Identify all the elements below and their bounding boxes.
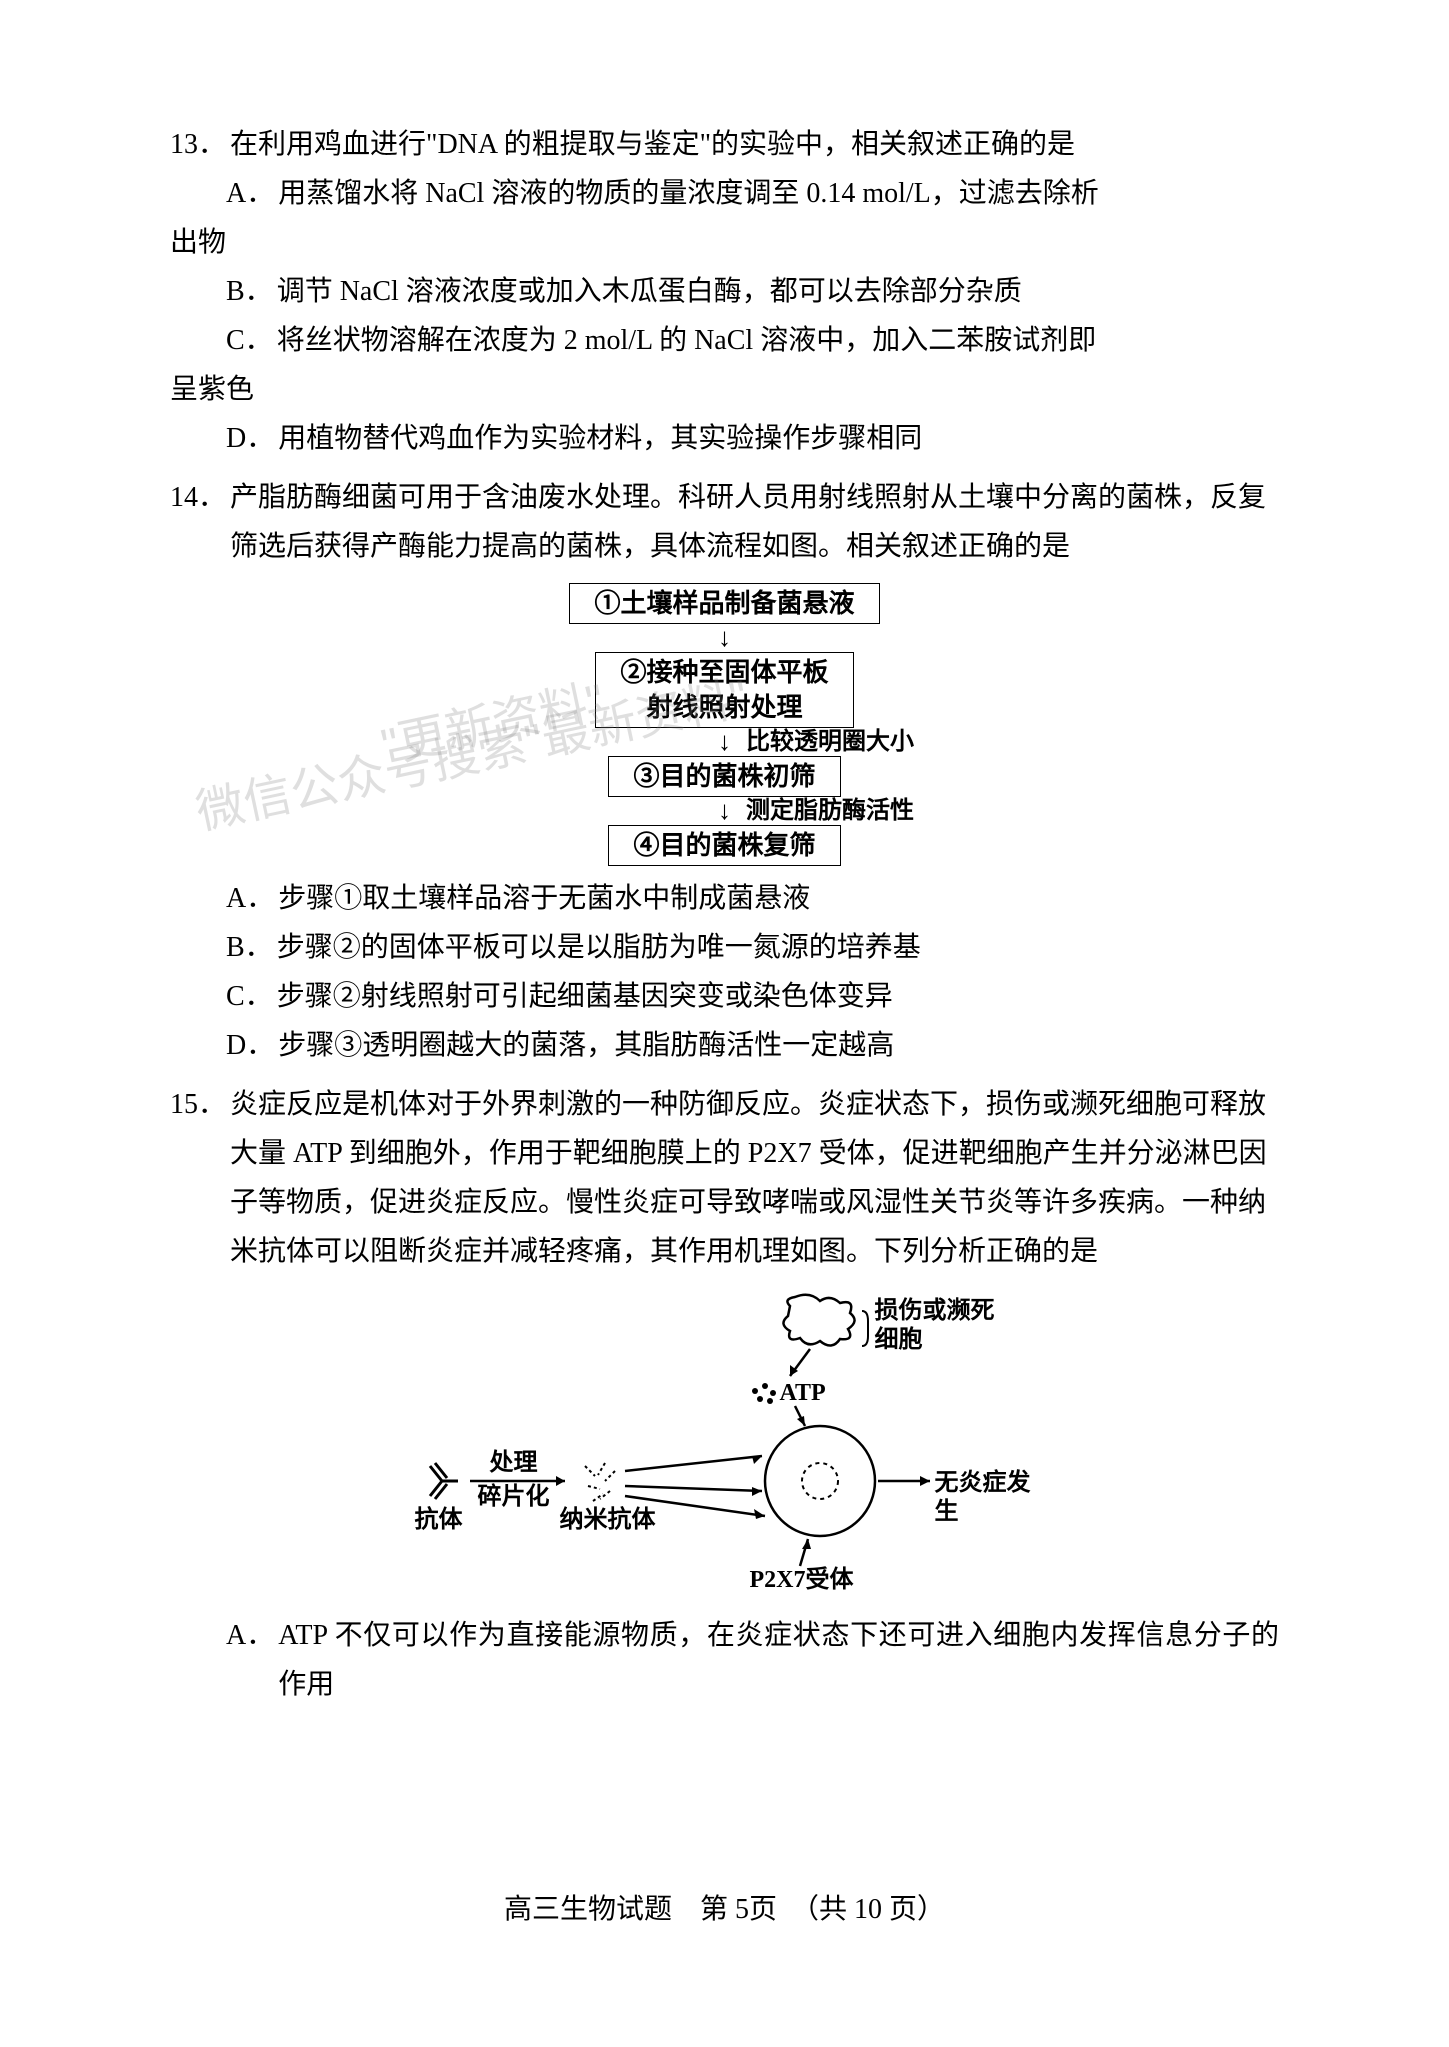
q14-stem-text: 产脂肪酶细菌可用于含油废水处理。科研人员用射线照射从土壤中分离的菌株，反复筛选后… bbox=[230, 473, 1279, 571]
arrow-down-icon: ↓ bbox=[718, 625, 731, 651]
flow-arrow-1: ↓ bbox=[718, 624, 731, 652]
q13-option-a: A． 用蒸馏水将 NaCl 溶液的物质的量浓度调至 0.14 mol/L，过滤去… bbox=[170, 169, 1279, 218]
q15-stem-text: 炎症反应是机体对于外界刺激的一种防御反应。炎症状态下，损伤或濒死细胞可释放大量 … bbox=[230, 1080, 1279, 1276]
question-14: 14． 产脂肪酶细菌可用于含油废水处理。科研人员用射线照射从土壤中分离的菌株，反… bbox=[170, 473, 1279, 1070]
diagram-receptor-label: P2X7受体 bbox=[750, 1566, 854, 1595]
diagram-result-label: 无炎症发生 bbox=[935, 1469, 1050, 1527]
flow-box-2-line1: ②接种至固体平板 bbox=[620, 655, 828, 690]
option-text: 步骤③透明圈越大的菌落，其脂肪酶活性一定越高 bbox=[278, 1021, 1279, 1070]
option-text: 调节 NaCl 溶液浓度或加入木瓜蛋白酶，都可以去除部分杂质 bbox=[277, 267, 1279, 316]
q13-stem-text: 在利用鸡血进行"DNA 的粗提取与鉴定"的实验中，相关叙述正确的是 bbox=[230, 120, 1075, 169]
arrow-down-icon: ↓ bbox=[718, 729, 731, 755]
option-text: 出物 bbox=[170, 218, 1279, 267]
option-letter: D． bbox=[226, 1021, 274, 1070]
flow-arrow-3: ↓ 测定脂肪酶活性 bbox=[718, 797, 731, 825]
diagram-damaged-cell-label: 损伤或濒死细胞 bbox=[875, 1297, 995, 1355]
diagram-antibody-label: 抗体 bbox=[415, 1506, 463, 1535]
option-letter: B． bbox=[226, 923, 273, 972]
option-text: 步骤②射线照射可引起细菌基因突变或染色体变异 bbox=[277, 972, 1279, 1021]
flow-label-2: 测定脂肪酶活性 bbox=[746, 790, 914, 832]
q15-stem: 15． 炎症反应是机体对于外界刺激的一种防御反应。炎症状态下，损伤或濒死细胞可释… bbox=[170, 1080, 1279, 1276]
option-text: 用植物替代鸡血作为实验材料，其实验操作步骤相同 bbox=[278, 414, 1279, 463]
arrow-down-icon: ↓ bbox=[718, 798, 731, 824]
diagram-fragment-label: 碎片化 bbox=[478, 1483, 550, 1512]
option-text: 用蒸馏水将 NaCl 溶液的物质的量浓度调至 0.14 mol/L，过滤去除析 bbox=[278, 169, 1279, 218]
q13-option-c-cont: 呈紫色 bbox=[170, 365, 1279, 414]
option-letter: D． bbox=[226, 414, 274, 463]
option-text: 将丝状物溶解在浓度为 2 mol/L 的 NaCl 溶液中，加入二苯胺试剂即 bbox=[277, 316, 1279, 365]
q14-option-a: A． 步骤①取土壤样品溶于无菌水中制成菌悬液 bbox=[170, 874, 1279, 923]
q14-option-b: B． 步骤②的固体平板可以是以脂肪为唯一氮源的培养基 bbox=[170, 923, 1279, 972]
option-letter: C． bbox=[226, 972, 273, 1021]
q13-option-b: B． 调节 NaCl 溶液浓度或加入木瓜蛋白酶，都可以去除部分杂质 bbox=[170, 267, 1279, 316]
option-letter: C． bbox=[226, 316, 273, 365]
option-text: ATP 不仅可以作为直接能源物质，在炎症状态下还可进入细胞内发挥信息分子的作用 bbox=[278, 1611, 1279, 1709]
diagram-atp-label: ATP bbox=[780, 1379, 826, 1408]
diagram-process-label: 处理 bbox=[490, 1449, 538, 1478]
q15-option-a: A． ATP 不仅可以作为直接能源物质，在炎症状态下还可进入细胞内发挥信息分子的… bbox=[170, 1611, 1279, 1709]
option-letter: A． bbox=[226, 874, 274, 923]
q13-option-d: D． 用植物替代鸡血作为实验材料，其实验操作步骤相同 bbox=[170, 414, 1279, 463]
q14-stem: 14． 产脂肪酶细菌可用于含油废水处理。科研人员用射线照射从土壤中分离的菌株，反… bbox=[170, 473, 1279, 571]
diagram-nano-label: 纳米抗体 bbox=[560, 1506, 656, 1535]
footer-text: 高三生物试题 第 5页 （共 10 页） bbox=[504, 1894, 945, 1925]
q14-option-c: C． 步骤②射线照射可引起细菌基因突变或染色体变异 bbox=[170, 972, 1279, 1021]
q14-flowchart: ①土壤样品制备菌悬液 ↓ ②接种至固体平板 射线照射处理 ↓ 比较透明圈大小 ③… bbox=[170, 583, 1279, 866]
flow-box-1: ①土壤样品制备菌悬液 bbox=[569, 583, 879, 624]
option-text: 步骤②的固体平板可以是以脂肪为唯一氮源的培养基 bbox=[277, 923, 1279, 972]
q15-diagram: 损伤或濒死细胞 ATP 抗体 处理 碎片化 纳米抗体 无炎症发生 P2X7受体 bbox=[400, 1291, 1050, 1601]
q13-number: 13． bbox=[170, 120, 226, 169]
q14-number: 14． bbox=[170, 473, 226, 571]
option-text: 呈紫色 bbox=[170, 365, 1279, 414]
flow-box-2-line2: 射线照射处理 bbox=[620, 690, 828, 725]
q13-option-a-cont: 出物 bbox=[170, 218, 1279, 267]
page-footer: 高三生物试题 第 5页 （共 10 页） bbox=[0, 1887, 1449, 1927]
watermark-text-1: "更新资料" bbox=[374, 660, 613, 789]
option-letter: A． bbox=[226, 1611, 274, 1709]
flow-arrow-2: ↓ 比较透明圈大小 bbox=[718, 728, 731, 756]
q15-number: 15． bbox=[170, 1080, 226, 1276]
q13-stem: 13． 在利用鸡血进行"DNA 的粗提取与鉴定"的实验中，相关叙述正确的是 bbox=[170, 120, 1279, 169]
question-13: 13． 在利用鸡血进行"DNA 的粗提取与鉴定"的实验中，相关叙述正确的是 A．… bbox=[170, 120, 1279, 463]
q13-option-c: C． 将丝状物溶解在浓度为 2 mol/L 的 NaCl 溶液中，加入二苯胺试剂… bbox=[170, 316, 1279, 365]
option-letter: B． bbox=[226, 267, 273, 316]
flow-label-1: 比较透明圈大小 bbox=[746, 721, 914, 763]
question-15: 15． 炎症反应是机体对于外界刺激的一种防御反应。炎症状态下，损伤或濒死细胞可释… bbox=[170, 1080, 1279, 1709]
option-letter: A． bbox=[226, 169, 274, 218]
flow-box-2: ②接种至固体平板 射线照射处理 bbox=[595, 652, 853, 728]
option-text: 步骤①取土壤样品溶于无菌水中制成菌悬液 bbox=[278, 874, 1279, 923]
q14-option-d: D． 步骤③透明圈越大的菌落，其脂肪酶活性一定越高 bbox=[170, 1021, 1279, 1070]
